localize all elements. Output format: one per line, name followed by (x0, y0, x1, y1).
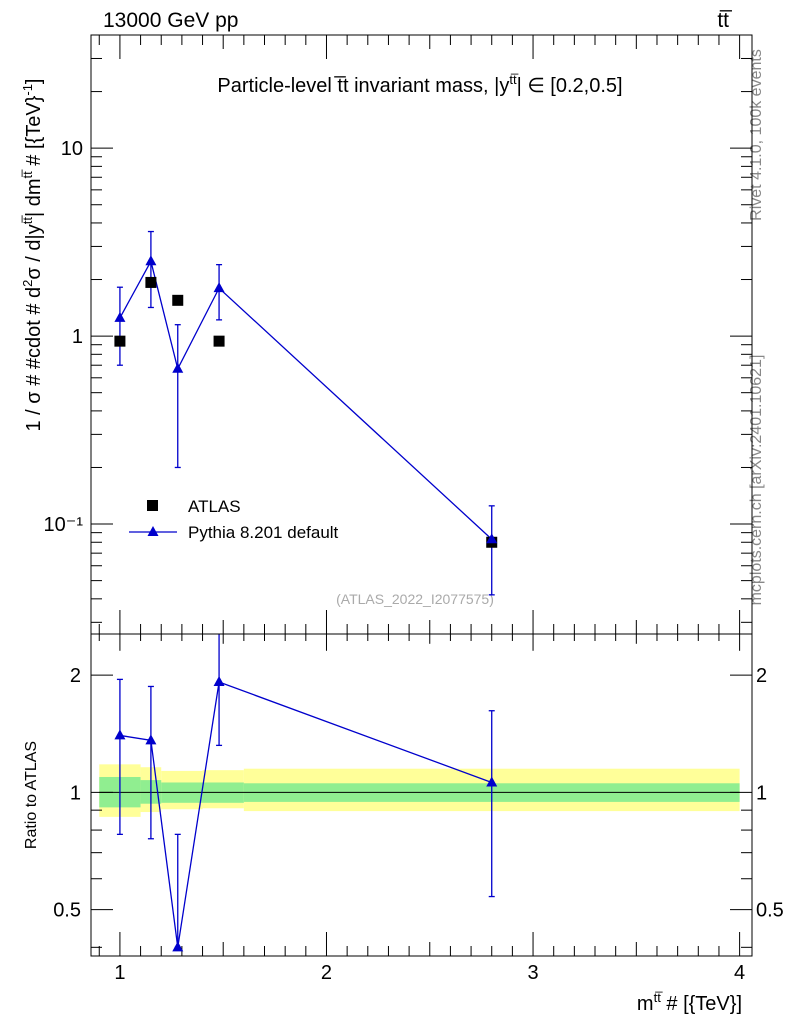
ratio-point (114, 729, 126, 740)
legend: ATLAS Pythia 8.201 default (129, 497, 339, 542)
ratio-ytick-label: 2 (70, 665, 81, 687)
legend-pythia-label: Pythia 8.201 default (188, 523, 339, 542)
ratio-point (486, 776, 498, 787)
analysis-watermark: (ATLAS_2022_I2077575) (336, 591, 494, 607)
xtick-label: 3 (527, 962, 538, 984)
ratio-panel-frame (90, 633, 753, 957)
legend-atlas-marker (147, 500, 158, 511)
atlas-point (213, 335, 225, 347)
pythia-point (486, 533, 498, 544)
main-series (114, 230, 498, 596)
main-ytick-label: 10 (61, 138, 83, 160)
x-axis-label: mtt̅ # [{TeV}] (637, 990, 742, 1015)
ratio-ytick-label-right: 0.5 (756, 900, 784, 922)
legend-pythia-marker (147, 526, 159, 536)
main-ylabel: 1 / σ # #cdot # d2σ / d|ytt̅| dmtt̅ # [{… (20, 78, 45, 431)
xtick-label: 1 (114, 962, 125, 984)
atlas-point (114, 335, 126, 347)
legend-atlas-label: ATLAS (188, 497, 241, 516)
atlas-point (145, 276, 157, 288)
atlas-point (172, 294, 184, 306)
ratio-ylabel: Ratio to ATLAS (23, 741, 40, 849)
pythia-point (172, 362, 184, 373)
ratio-ytick-label: 0.5 (53, 900, 81, 922)
main-panel-frame (90, 34, 753, 635)
pythia-point (114, 311, 126, 322)
main-ytick-label: 10⁻¹ (44, 514, 84, 536)
xtick-label: 4 (734, 962, 745, 984)
ratio-point (172, 941, 184, 952)
ratio-ytick-label-right: 2 (756, 665, 767, 687)
pythia-point (213, 282, 225, 293)
ratio-point (145, 734, 157, 745)
ratio-point (213, 675, 225, 686)
ratio-series (114, 634, 498, 952)
axis-ticks: 10⁻¹ 1 10 0.5 0.5 1 1 2 2 1 2 3 4 (44, 34, 784, 984)
rivet-label: Rivet 4.1.0, 100k events (748, 49, 765, 221)
main-ytick-label: 1 (72, 326, 83, 348)
ratio-ytick-label-right: 1 (756, 782, 767, 804)
main-title: Particle-level t̅t invariant mass, |ytt̅… (217, 72, 622, 97)
ratio-line (119, 681, 492, 948)
xtick-label: 2 (321, 962, 332, 984)
energy-label: 13000 GeV pp (103, 9, 238, 32)
process-label: tt̅ (717, 9, 733, 32)
ratio-bands (99, 764, 740, 817)
ratio-ytick-label: 1 (70, 782, 81, 804)
pythia-point (145, 255, 157, 266)
